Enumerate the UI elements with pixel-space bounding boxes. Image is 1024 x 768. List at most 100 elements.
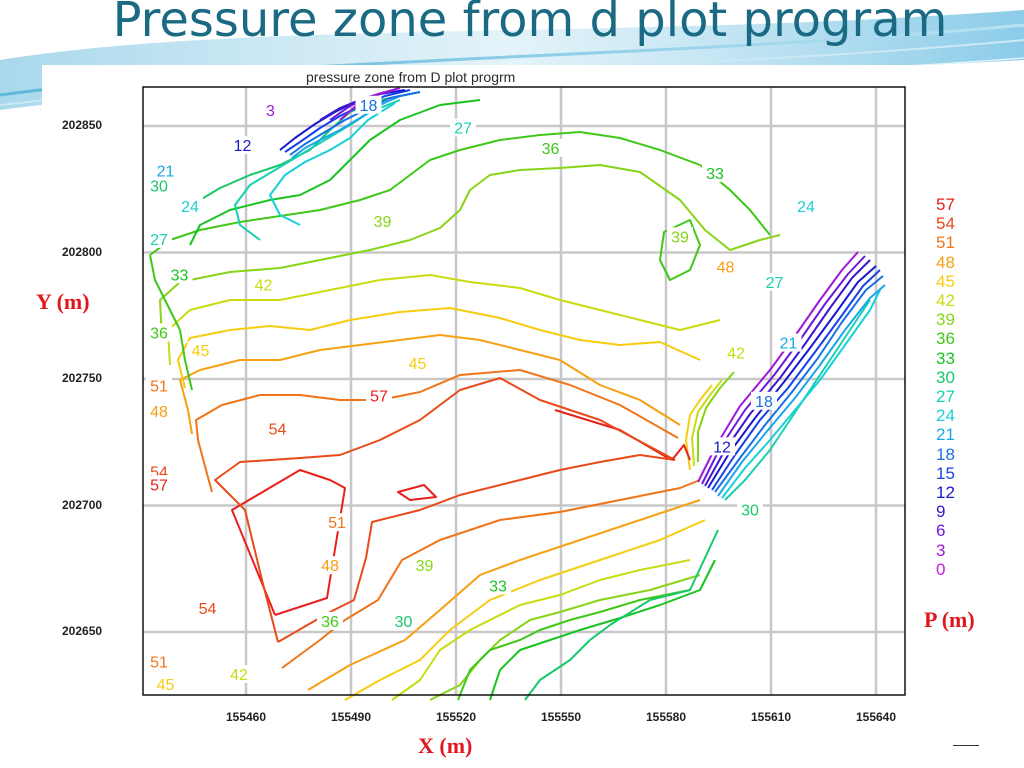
y-tick-label: 202650 xyxy=(62,624,103,638)
contour-line-15 xyxy=(284,89,411,153)
contour-label: 27 xyxy=(761,272,788,292)
contour-line-24 xyxy=(721,289,881,499)
contour-label: 27 xyxy=(450,118,476,138)
y-tick-label: 202800 xyxy=(62,244,103,259)
contour-label-text: 48 xyxy=(717,260,735,277)
contour-line-54 xyxy=(277,454,676,643)
contour-label-text: 54 xyxy=(269,422,287,439)
contour-line-30 xyxy=(524,529,719,701)
contour-line-18 xyxy=(714,275,884,493)
contour-label-text: 36 xyxy=(542,141,560,158)
legend-level-39: 39 xyxy=(936,310,955,330)
legend-level-15: 15 xyxy=(936,463,955,483)
contour-label: 45 xyxy=(152,675,179,694)
contour-label-text: 33 xyxy=(489,578,507,595)
legend-level-27: 27 xyxy=(936,387,955,406)
contour-label: 24 xyxy=(793,196,819,216)
contour-label: 42 xyxy=(226,665,252,684)
contour-line-36 xyxy=(659,219,701,281)
contour-label-text: 33 xyxy=(706,166,724,183)
contour-label-text: 24 xyxy=(797,199,815,216)
legend-level-33: 33 xyxy=(936,348,955,368)
contour-line-39 xyxy=(697,371,735,462)
contour-line-21 xyxy=(717,284,886,497)
contour-label-text: 18 xyxy=(755,394,773,411)
contour-label: 39 xyxy=(411,556,438,575)
contour-label-text: 51 xyxy=(150,654,168,671)
contour-line-51 xyxy=(281,479,701,669)
contour-label: 30 xyxy=(146,176,172,196)
legend-level-57: 57 xyxy=(936,195,955,214)
contour-label: 33 xyxy=(166,265,193,284)
contour-line-24 xyxy=(269,102,396,226)
contour-label: 48 xyxy=(146,401,172,421)
contour-label-text: 27 xyxy=(150,232,168,249)
contour-label-text: 45 xyxy=(409,356,427,373)
contour-line-36 xyxy=(149,131,771,256)
x-tick-label: 155550 xyxy=(540,710,582,724)
contour-line-36 xyxy=(457,589,691,701)
contour-label: 42 xyxy=(723,343,749,363)
legend-level-51: 51 xyxy=(936,233,955,253)
contour-label-text: 36 xyxy=(150,325,168,342)
legend-level-45: 45 xyxy=(936,271,955,291)
contour-line-36 xyxy=(149,254,193,391)
contour-label: 39 xyxy=(369,212,396,231)
contour-label-text: 21 xyxy=(157,164,175,181)
contour-line-51 xyxy=(195,369,679,493)
contour-label-text: 27 xyxy=(766,275,784,292)
legend-level-6: 6 xyxy=(936,521,946,541)
contour-line-45 xyxy=(177,307,701,389)
legend-level-48: 48 xyxy=(936,252,955,272)
y-tick-label: 202700 xyxy=(62,497,103,512)
plot-title: pressure zone from D plot progrm xyxy=(306,69,516,85)
x-tick-label: 155610 xyxy=(750,710,792,724)
slide-title: Pressure zone from d plot program xyxy=(112,0,948,48)
legend-level-24: 24 xyxy=(936,406,955,426)
contour-line-45 xyxy=(344,519,706,701)
x-tick-label: 155640 xyxy=(855,710,897,724)
legend-level-3: 3 xyxy=(936,540,946,560)
contour-label-text: 18 xyxy=(360,98,378,115)
legend-level-0: 0 xyxy=(936,559,946,579)
contour-label: 48 xyxy=(712,257,739,277)
contour-label: 24 xyxy=(177,196,203,216)
figure-white-panel xyxy=(42,65,942,755)
contour-label-text: 12 xyxy=(234,138,252,155)
contour-label: 42 xyxy=(250,275,277,294)
contour-label: 51 xyxy=(146,376,172,396)
contour-line-48 xyxy=(307,499,701,691)
contour-label-text: 24 xyxy=(181,199,199,216)
contour-label: 36 xyxy=(146,323,172,342)
contour-label: 48 xyxy=(317,556,343,575)
x-axis-label: X (m) xyxy=(418,733,473,758)
contour-line-39 xyxy=(159,164,781,341)
contour-line-27 xyxy=(724,299,871,501)
contour-label: 33 xyxy=(702,164,728,183)
contour-label-text: 30 xyxy=(150,179,168,196)
legend-level-54: 54 xyxy=(936,214,955,234)
legend-level-12: 12 xyxy=(936,483,955,502)
x-tick-label: 155580 xyxy=(645,710,687,724)
contour-label: 36 xyxy=(537,138,564,158)
contour-label: 21 xyxy=(775,333,802,353)
legend-level-21: 21 xyxy=(936,425,955,445)
contour-label-text: 51 xyxy=(150,379,168,396)
contour-labels-layer: 3 18 12 21 27 36 30 24 33 24 39 27 39 33 48 27 42 36 21 42 4… xyxy=(146,95,819,694)
legend-unit-label: P (m) xyxy=(924,607,975,632)
contour-label-text: 39 xyxy=(374,214,392,231)
corner-dash xyxy=(953,745,979,746)
x-tick-label: 155520 xyxy=(435,710,477,724)
legend-level-36: 36 xyxy=(936,329,955,349)
contour-label: 45 xyxy=(187,341,214,360)
contour-label: 21 xyxy=(152,161,179,181)
contour-label-text: 30 xyxy=(741,503,759,520)
contour-line-42 xyxy=(167,274,721,366)
x-tick-label: 155460 xyxy=(225,710,267,724)
y-axis-label: Y (m) xyxy=(36,289,90,314)
y-tick-label: 202850 xyxy=(62,118,103,132)
contour-label-text: 57 xyxy=(370,389,388,406)
contour-line-57 xyxy=(671,444,691,461)
contour-label-text: 39 xyxy=(416,558,434,575)
